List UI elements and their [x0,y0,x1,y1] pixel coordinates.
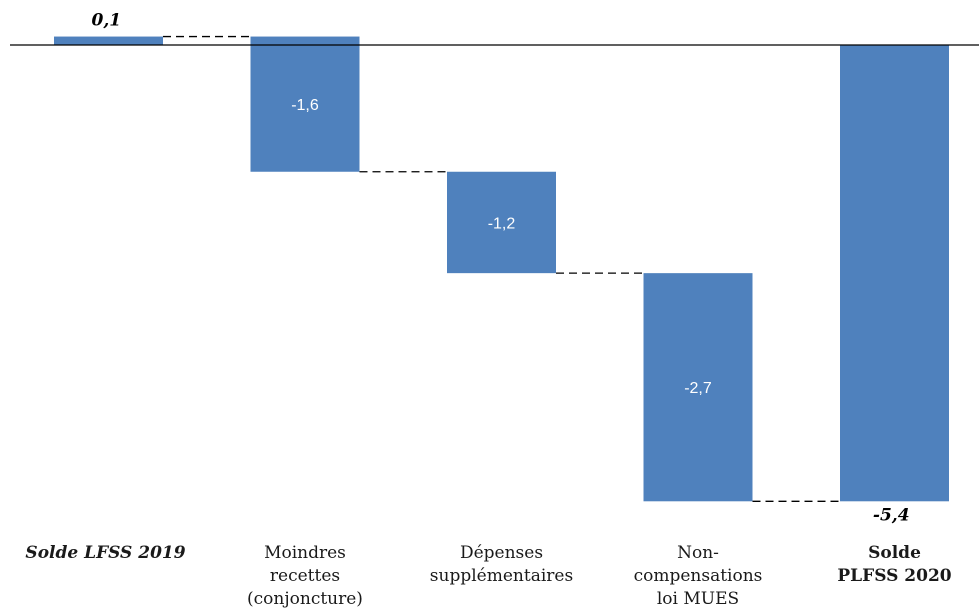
bar-0 [54,36,163,45]
value-label-4: -5,4 [873,505,910,525]
value-label-1: -1,6 [291,97,319,114]
value-label-3: -2,7 [684,380,712,397]
bar-group [54,36,949,502]
value-label-0: 0,1 [92,11,122,31]
bar-4 [840,45,949,502]
category-label-0: Solde LFSS 2019 [25,543,186,563]
category-label-1: Moindres recettes (conjoncture) [247,543,363,609]
value-label-2: -1,2 [488,215,516,232]
value-labels: 0,1 -1,6 -1,2 -2,7 -5,4 [92,11,910,526]
bar-1 [250,36,360,172]
bar-3 [643,273,753,502]
category-label-2: Dépenses supplémentaires [429,543,574,586]
category-label-3: Non- compensations loi MUES [633,543,763,609]
bar-2 [447,171,556,274]
category-label-4: Solde PLFSS 2020 [837,543,952,586]
connector-lines [163,35,840,502]
